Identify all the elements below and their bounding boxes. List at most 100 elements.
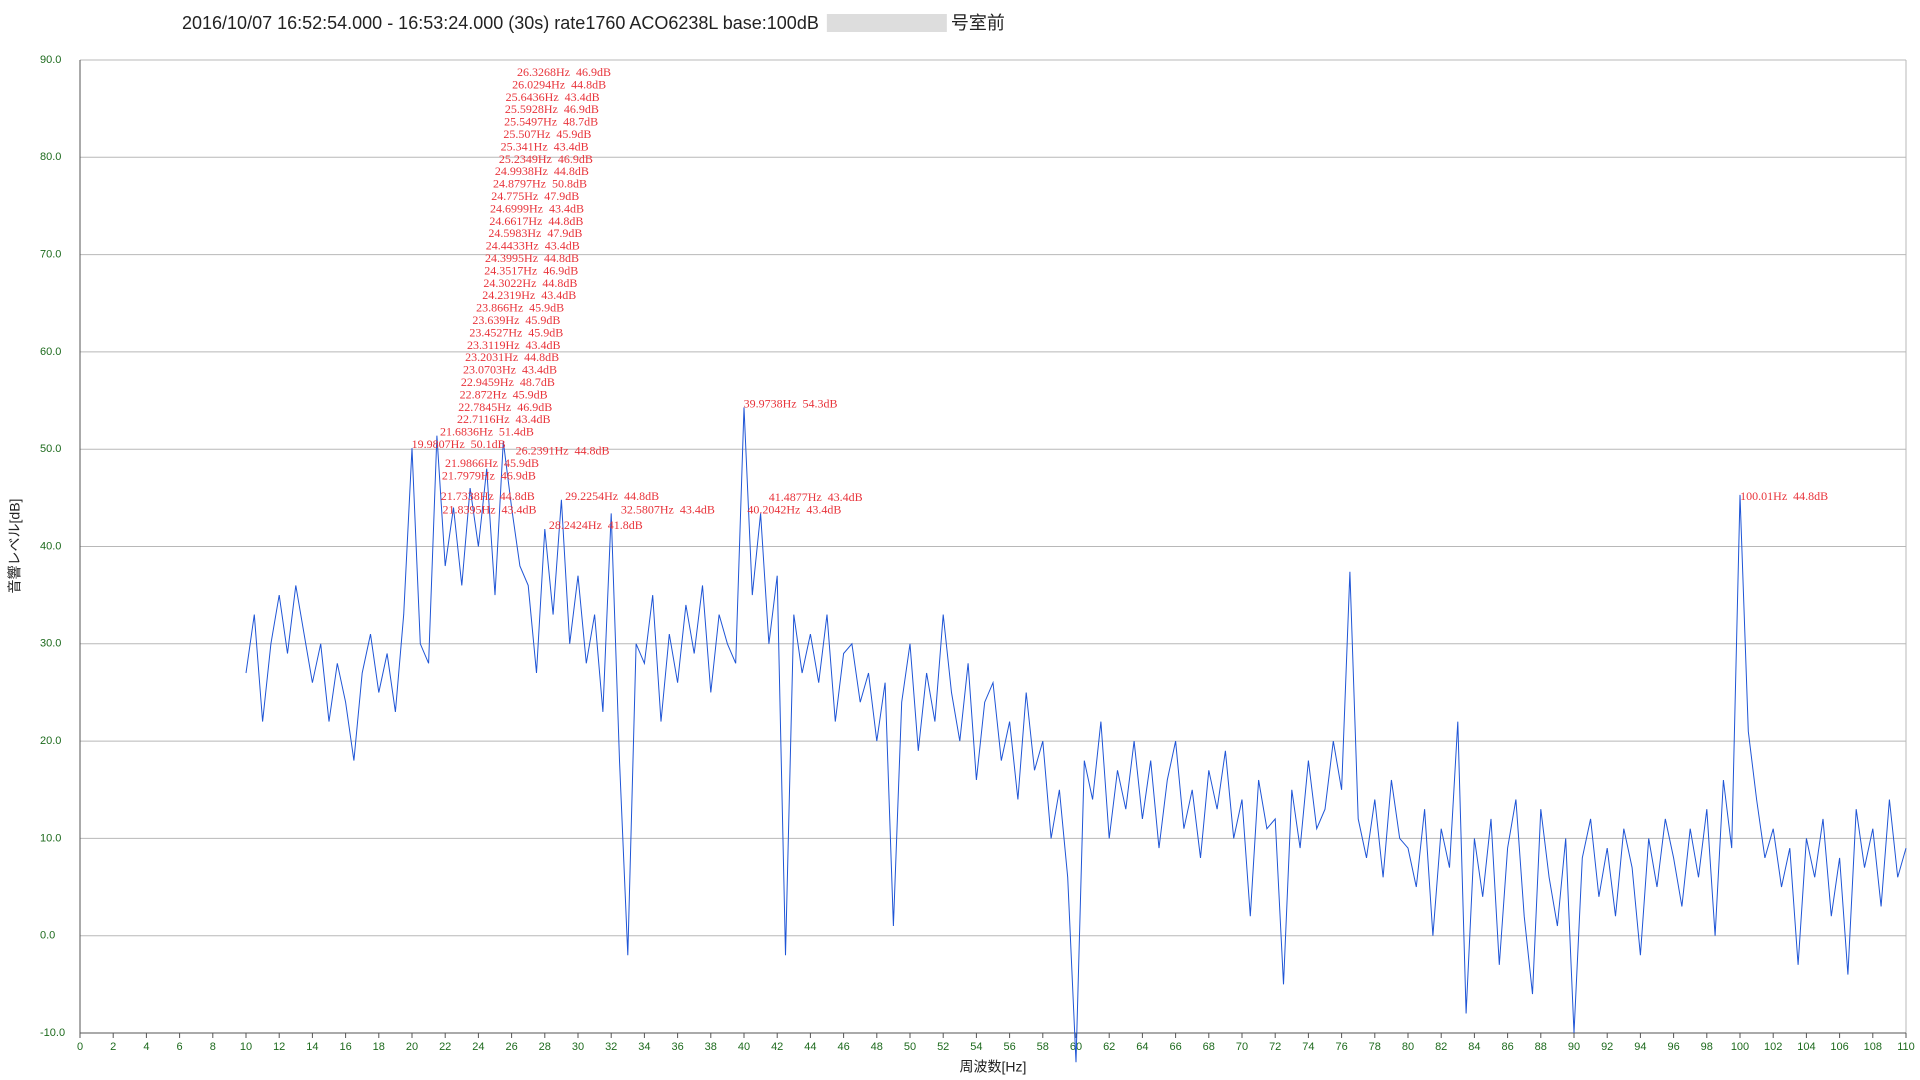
peak-annotation: 26.3268Hz 46.9dB xyxy=(517,65,611,79)
chart-title: 2016/10/07 16:52:54.000 - 16:53:24.000 (… xyxy=(182,13,819,33)
y-tick-label: 90.0 xyxy=(40,54,61,66)
peak-annotation: 23.639Hz 45.9dB xyxy=(472,313,560,327)
x-tick-label: 30 xyxy=(572,1041,584,1053)
x-tick-label: 78 xyxy=(1369,1041,1381,1053)
x-tick-label: 94 xyxy=(1634,1041,1646,1053)
x-tick-label: 80 xyxy=(1402,1041,1414,1053)
peak-annotation: 24.2319Hz 43.4dB xyxy=(482,288,576,302)
peak-annotation: 40.2042Hz 43.4dB xyxy=(747,502,841,516)
peak-annotation: 24.775Hz 47.9dB xyxy=(491,189,579,203)
peak-annotation: 25.6436Hz 43.4dB xyxy=(506,90,600,104)
x-tick-label: 24 xyxy=(472,1041,484,1053)
x-tick-label: 0 xyxy=(77,1041,83,1053)
x-tick-label: 92 xyxy=(1601,1041,1613,1053)
x-tick-label: 102 xyxy=(1764,1041,1782,1053)
x-tick-label: 40 xyxy=(738,1041,750,1053)
x-tick-label: 88 xyxy=(1535,1041,1547,1053)
peak-annotation: 24.3517Hz 46.9dB xyxy=(484,263,578,277)
peak-annotation: 24.8797Hz 50.8dB xyxy=(493,177,587,191)
x-tick-label: 26 xyxy=(505,1041,517,1053)
x-tick-label: 56 xyxy=(1003,1041,1015,1053)
peak-annotation: 23.3119Hz 43.4dB xyxy=(467,338,561,352)
spectrum-line xyxy=(245,407,1907,1063)
peak-annotation: 25.507Hz 45.9dB xyxy=(503,127,591,141)
peak-annotation: 24.6617Hz 44.8dB xyxy=(489,214,583,228)
peak-annotation: 25.2349Hz 46.9dB xyxy=(499,152,593,166)
peak-annotation: 25.5928Hz 46.9dB xyxy=(505,102,599,116)
x-tick-label: 14 xyxy=(306,1041,318,1053)
peak-annotation: 32.5807Hz 43.4dB xyxy=(621,502,715,516)
y-tick-label: 80.0 xyxy=(40,151,61,163)
peak-annotation: 21.9866Hz 45.9dB xyxy=(445,456,539,470)
x-tick-label: 84 xyxy=(1468,1041,1480,1053)
peak-annotation: 26.0294Hz 44.8dB xyxy=(512,77,606,91)
x-tick-label: 28 xyxy=(539,1041,551,1053)
x-tick-label: 66 xyxy=(1169,1041,1181,1053)
peak-annotation: 24.4433Hz 43.4dB xyxy=(486,239,580,253)
peak-annotation: 21.6836Hz 51.4dB xyxy=(440,425,534,439)
x-tick-label: 76 xyxy=(1335,1041,1347,1053)
x-tick-label: 58 xyxy=(1037,1041,1049,1053)
x-tick-label: 34 xyxy=(638,1041,650,1053)
y-tick-label: 0.0 xyxy=(40,930,55,942)
peak-annotation: 23.4527Hz 45.9dB xyxy=(469,325,563,339)
chart-title-suffix: 号室前 xyxy=(951,13,1005,33)
peak-annotation: 29.2254Hz 44.8dB xyxy=(565,489,659,503)
x-tick-label: 8 xyxy=(210,1041,216,1053)
y-tick-label: -10.0 xyxy=(40,1027,65,1039)
x-tick-label: 110 xyxy=(1897,1041,1915,1053)
x-tick-label: 100 xyxy=(1731,1041,1749,1053)
x-tick-label: 70 xyxy=(1236,1041,1248,1053)
x-tick-label: 68 xyxy=(1203,1041,1215,1053)
x-tick-label: 4 xyxy=(143,1041,149,1053)
peak-annotation: 28.2424Hz 41.8dB xyxy=(549,518,643,532)
x-tick-label: 32 xyxy=(605,1041,617,1053)
peak-annotation: 21.8395Hz 43.4dB xyxy=(443,502,537,516)
peak-annotation: 24.9938Hz 44.8dB xyxy=(495,164,589,178)
x-tick-label: 20 xyxy=(406,1041,418,1053)
x-axis-label: 周波数[Hz] xyxy=(960,1059,1027,1075)
peak-annotation: 23.0703Hz 43.4dB xyxy=(463,363,557,377)
y-tick-label: 60.0 xyxy=(40,346,61,358)
y-tick-label: 70.0 xyxy=(40,249,61,261)
peak-annotation: 25.5497Hz 48.7dB xyxy=(504,115,598,129)
y-tick-label: 40.0 xyxy=(40,540,61,552)
x-tick-label: 46 xyxy=(837,1041,849,1053)
redacted-text xyxy=(826,14,947,32)
y-axis-label: 音響レベル[dB] xyxy=(7,499,23,594)
peak-annotation: 25.341Hz 43.4dB xyxy=(501,139,589,153)
peak-annotation: 23.866Hz 45.9dB xyxy=(476,301,564,315)
peak-annotation: 22.9459Hz 48.7dB xyxy=(461,375,555,389)
x-tick-label: 48 xyxy=(871,1041,883,1053)
x-tick-label: 52 xyxy=(937,1041,949,1053)
x-tick-label: 106 xyxy=(1830,1041,1848,1053)
peak-annotation: 21.7979Hz 46.9dB xyxy=(442,468,536,482)
x-tick-label: 74 xyxy=(1302,1041,1314,1053)
y-tick-label: 30.0 xyxy=(40,638,61,650)
peak-annotation: 24.3995Hz 44.8dB xyxy=(485,251,579,265)
x-tick-label: 82 xyxy=(1435,1041,1447,1053)
peak-annotation: 22.872Hz 45.9dB xyxy=(460,387,548,401)
x-tick-label: 72 xyxy=(1269,1041,1281,1053)
peak-annotation: 22.7845Hz 46.9dB xyxy=(458,400,552,414)
peak-annotation: 21.7338Hz 44.8dB xyxy=(441,489,535,503)
x-tick-label: 18 xyxy=(373,1041,385,1053)
x-tick-label: 38 xyxy=(705,1041,717,1053)
peak-annotation: 19.9807Hz 50.1dB xyxy=(412,437,506,451)
x-tick-label: 54 xyxy=(970,1041,982,1053)
peak-annotation: 24.3022Hz 44.8dB xyxy=(483,276,577,290)
x-tick-label: 50 xyxy=(904,1041,916,1053)
x-tick-label: 36 xyxy=(671,1041,683,1053)
x-tick-label: 104 xyxy=(1797,1041,1815,1053)
peak-annotation: 41.4877Hz 43.4dB xyxy=(769,490,863,504)
x-tick-label: 90 xyxy=(1568,1041,1580,1053)
peak-annotation: 22.7116Hz 43.4dB xyxy=(457,412,551,426)
x-tick-label: 6 xyxy=(177,1041,183,1053)
x-tick-label: 22 xyxy=(439,1041,451,1053)
x-tick-label: 108 xyxy=(1864,1041,1882,1053)
x-tick-label: 16 xyxy=(339,1041,351,1053)
peak-annotation: 23.2031Hz 44.8dB xyxy=(465,350,559,364)
x-tick-label: 96 xyxy=(1667,1041,1679,1053)
